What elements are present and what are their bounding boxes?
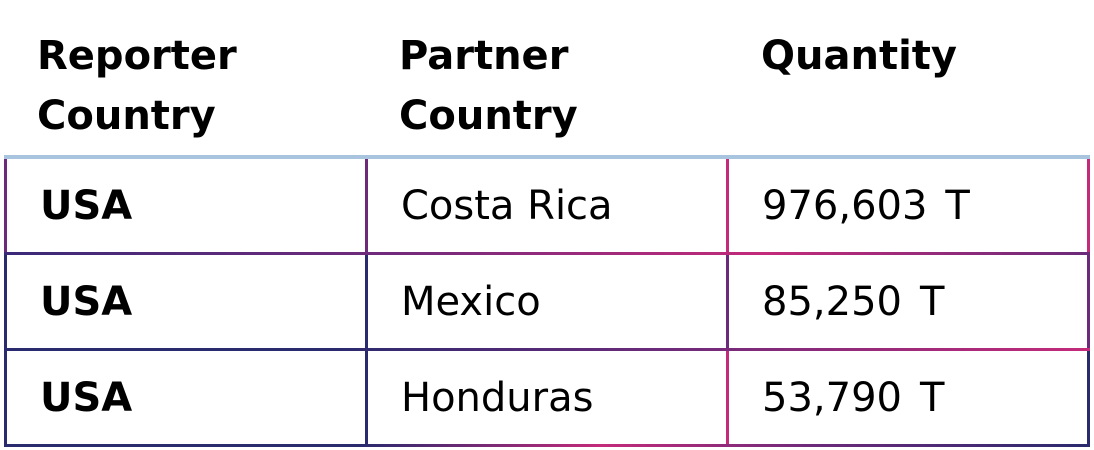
right-border xyxy=(1087,159,1090,252)
partner-cell: Costa Rica xyxy=(365,159,726,252)
quantity-value: 976,603 xyxy=(762,182,928,229)
quantity-cell: 976,603 T xyxy=(726,159,1087,252)
table-row: USA Honduras 53,790 T xyxy=(4,351,1090,444)
header-partner-country: Partner Country xyxy=(366,0,728,155)
right-border xyxy=(1087,255,1090,348)
table-row: USA Costa Rica 976,603 T xyxy=(4,159,1090,252)
quantity-unit: T xyxy=(919,278,945,325)
trade-table: Reporter Country Partner Country Quantit… xyxy=(4,0,1090,447)
table-header: Reporter Country Partner Country Quantit… xyxy=(4,0,1090,155)
row-divider xyxy=(4,444,1090,447)
right-border xyxy=(1087,351,1090,444)
header-rule xyxy=(4,155,1090,159)
reporter-cell: USA xyxy=(4,351,365,444)
header-quantity: Quantity xyxy=(728,0,1090,155)
quantity-value: 85,250 xyxy=(762,278,902,325)
partner-cell: Honduras xyxy=(365,351,726,444)
quantity-cell: 85,250 T xyxy=(726,255,1087,348)
quantity-cell: 53,790 T xyxy=(726,351,1087,444)
reporter-cell: USA xyxy=(4,159,365,252)
header-line: Country xyxy=(399,93,578,139)
reporter-cell: USA xyxy=(4,255,365,348)
row-divider xyxy=(4,348,1090,351)
header-line: Partner xyxy=(399,33,569,79)
header-reporter-country: Reporter Country xyxy=(4,0,366,155)
quantity-unit: T xyxy=(945,182,970,229)
partner-cell: Mexico xyxy=(365,255,726,348)
header-line: Quantity xyxy=(761,33,957,79)
quantity-unit: T xyxy=(919,374,945,421)
quantity-value: 53,790 xyxy=(762,374,902,421)
row-divider xyxy=(4,252,1090,255)
table-row: USA Mexico 85,250 T xyxy=(4,255,1090,348)
header-line: Reporter xyxy=(37,33,237,79)
header-line: Country xyxy=(37,93,216,139)
